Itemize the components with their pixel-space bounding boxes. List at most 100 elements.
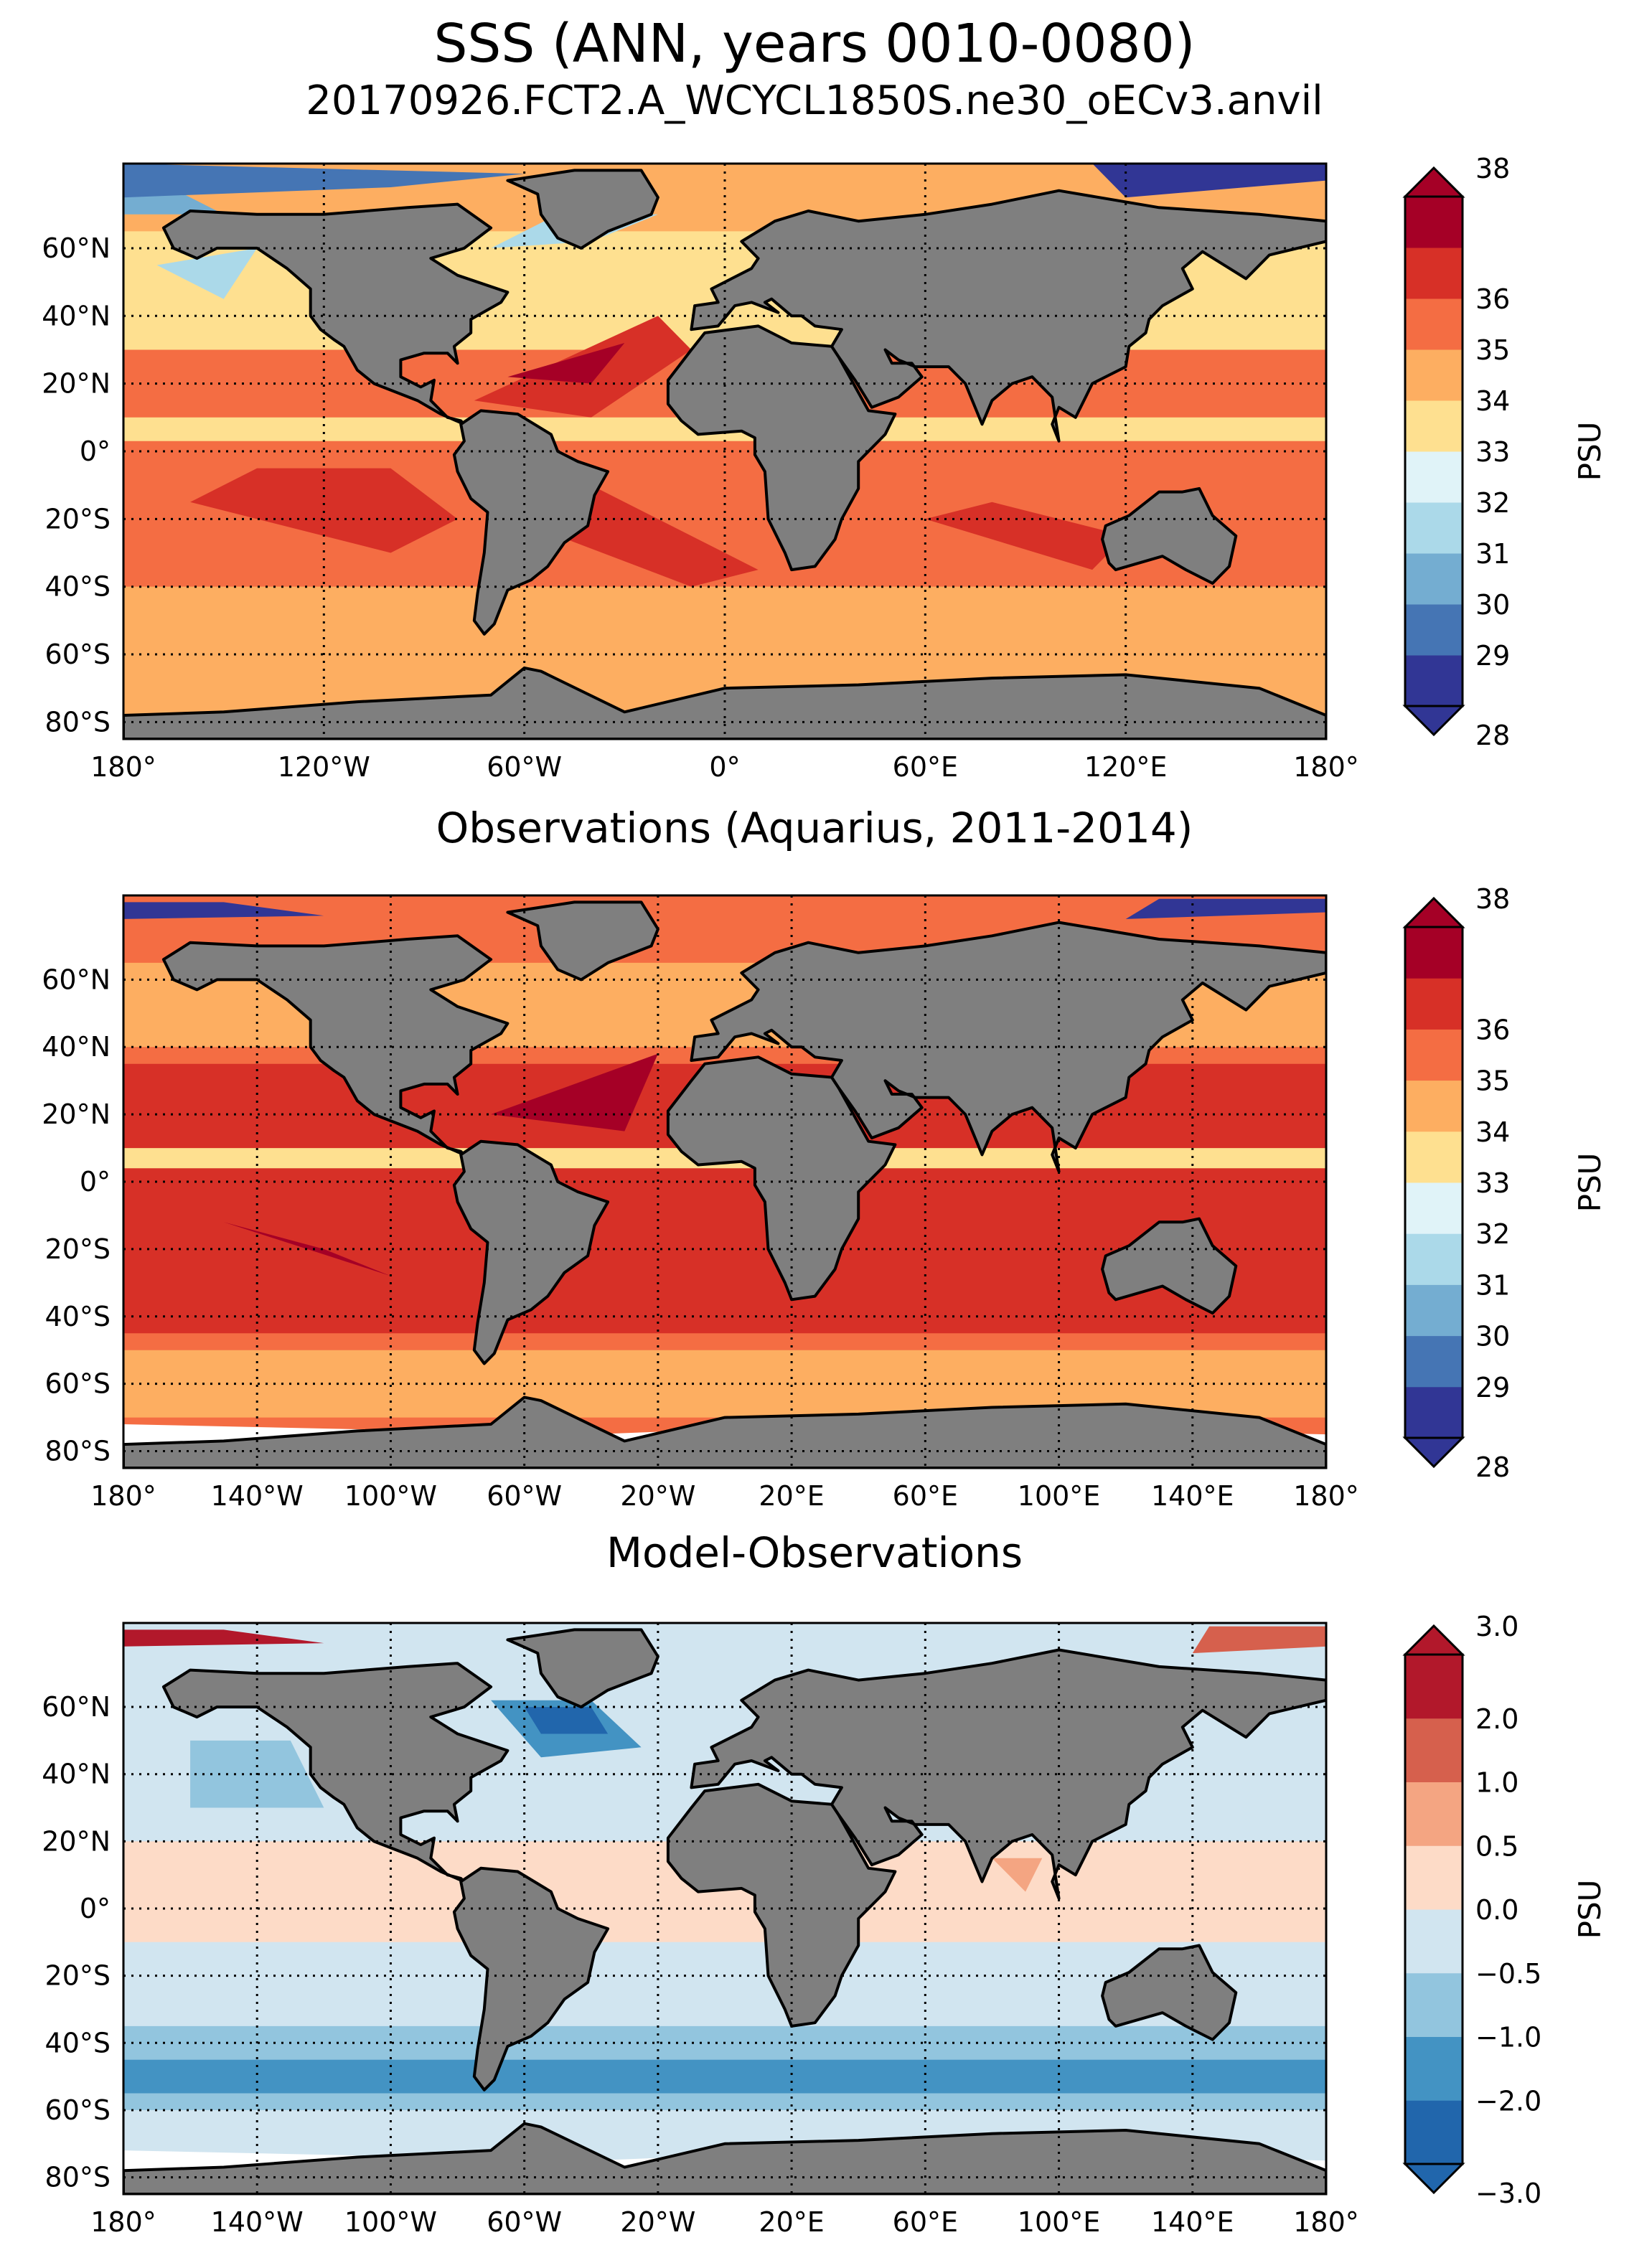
colorbar-tick-label: −1.0 bbox=[1475, 2022, 1541, 2053]
land-africa bbox=[666, 1782, 897, 2028]
y-tick-label: 20°S bbox=[45, 1233, 111, 1265]
x-tick-label: 20°W bbox=[620, 2206, 695, 2238]
land-africa bbox=[666, 324, 897, 572]
colorbar-segment bbox=[1405, 1782, 1463, 1846]
colorbar-tick-label: 0.0 bbox=[1475, 1894, 1518, 1926]
colorbar-segment bbox=[1405, 1131, 1463, 1183]
colorbar-extend-max bbox=[1402, 1624, 1465, 1656]
x-tick-label: 60°E bbox=[893, 1480, 958, 1512]
salinity-contour-band bbox=[156, 248, 258, 299]
salinity-contour-band bbox=[1125, 898, 1326, 919]
x-tick-label: 180° bbox=[90, 1480, 156, 1512]
land-australia bbox=[1101, 486, 1238, 585]
colorbar-segment bbox=[1405, 1233, 1463, 1285]
colorbar-segment bbox=[1405, 978, 1463, 1030]
colorbar-segment bbox=[1405, 1182, 1463, 1234]
x-tick-label: 60°E bbox=[893, 2206, 958, 2238]
y-tick-label: 60°N bbox=[42, 1691, 111, 1723]
y-tick-label: 40°S bbox=[45, 2027, 111, 2058]
colorbar-segment bbox=[1405, 2036, 1463, 2101]
colorbar-segment bbox=[1405, 1655, 1463, 1719]
map-panel-model bbox=[123, 164, 1326, 739]
map-frame bbox=[122, 162, 1328, 740]
colorbar-segment bbox=[1405, 553, 1463, 605]
x-tick-label: 60°W bbox=[487, 751, 562, 783]
colorbar-tick-label: 33 bbox=[1475, 436, 1510, 468]
x-tick-label: 20°W bbox=[620, 1480, 695, 1512]
y-tick-label: 40°N bbox=[42, 300, 111, 331]
x-tick-label: 180° bbox=[1293, 1480, 1359, 1512]
colorbar-segment bbox=[1405, 298, 1463, 350]
colorbar-tick-label: 35 bbox=[1475, 334, 1510, 366]
colorbar-extend-max bbox=[1402, 166, 1465, 198]
colorbar-tick-label: 32 bbox=[1475, 487, 1510, 519]
salinity-contour-band bbox=[123, 2059, 1326, 2094]
colorbar-tick-label: 29 bbox=[1475, 1372, 1510, 1403]
y-tick-label: 60°N bbox=[42, 232, 111, 264]
land-north-america bbox=[161, 934, 510, 1157]
colorbar-segment bbox=[1405, 1909, 1463, 1974]
colorbar-segment bbox=[1405, 1029, 1463, 1081]
map-frame bbox=[122, 894, 1328, 1469]
salinity-contour-band bbox=[491, 1053, 658, 1131]
colorbar-label: PSU bbox=[1572, 1880, 1607, 1939]
figure-title: SSS (ANN, years 0010-0080) bbox=[433, 13, 1196, 75]
y-tick-label: 0° bbox=[80, 436, 111, 467]
x-tick-label: 60°W bbox=[487, 1480, 562, 1512]
x-tick-label: 120°W bbox=[278, 751, 370, 783]
figure-subtitle: 20170926.FCT2.A_WCYCL1850S.ne30_oECv3.an… bbox=[306, 77, 1323, 124]
y-tick-label: 0° bbox=[80, 1166, 111, 1197]
salinity-contour-band bbox=[123, 902, 324, 919]
salinity-contour-band bbox=[223, 1222, 391, 1276]
y-tick-label: 20°N bbox=[42, 1098, 111, 1130]
y-tick-label: 60°S bbox=[45, 2094, 111, 2126]
colorbar-frame bbox=[1404, 1653, 1464, 2165]
x-tick-label: 100°E bbox=[1018, 2206, 1101, 2238]
y-tick-label: 40°S bbox=[45, 571, 111, 603]
colorbar-segment bbox=[1405, 1284, 1463, 1337]
y-tick-label: 80°S bbox=[45, 2162, 111, 2193]
colorbar-segment bbox=[1405, 197, 1463, 248]
y-tick-label: 20°S bbox=[45, 503, 111, 535]
land-africa bbox=[666, 1055, 897, 1302]
colorbar-extend-min bbox=[1402, 705, 1465, 737]
y-tick-label: 40°N bbox=[42, 1759, 111, 1790]
x-tick-label: 60°W bbox=[487, 2206, 562, 2238]
x-tick-label: 0° bbox=[709, 751, 740, 783]
x-tick-label: 60°E bbox=[893, 751, 958, 783]
salinity-contour-band bbox=[524, 1707, 609, 1734]
colorbar-tick-label: 2.0 bbox=[1475, 1703, 1518, 1735]
colorbar-frame bbox=[1404, 195, 1464, 707]
land-greenland bbox=[506, 900, 659, 982]
y-tick-label: 0° bbox=[80, 1893, 111, 1924]
colorbar-tick-label: −3.0 bbox=[1475, 2178, 1541, 2209]
y-tick-label: 20°S bbox=[45, 1960, 111, 1992]
colorbar-label: PSU bbox=[1572, 422, 1607, 481]
salinity-contour-band bbox=[1092, 164, 1326, 198]
colorbar-tick-label: 28 bbox=[1475, 720, 1510, 751]
salinity-contour-band bbox=[123, 1629, 324, 1647]
colorbar-segment bbox=[1405, 2100, 1463, 2165]
y-tick-label: 60°S bbox=[45, 1368, 111, 1400]
y-tick-label: 20°N bbox=[42, 368, 111, 400]
map-panel-difference bbox=[123, 1623, 1326, 2194]
colorbar-tick-label: 30 bbox=[1475, 1321, 1510, 1352]
salinity-contour-band bbox=[1192, 1626, 1326, 1654]
map-frame bbox=[122, 1622, 1328, 2196]
land-north-america bbox=[161, 202, 510, 426]
salinity-contour-band bbox=[992, 1858, 1043, 1892]
colorbar-tick-label: 33 bbox=[1475, 1167, 1510, 1199]
colorbar-tick-label: 28 bbox=[1475, 1451, 1510, 1483]
x-tick-label: 180° bbox=[1293, 751, 1359, 783]
x-tick-label: 100°E bbox=[1018, 1480, 1101, 1512]
x-tick-label: 140°W bbox=[211, 1480, 304, 1512]
colorbar-tick-label: −2.0 bbox=[1475, 2085, 1541, 2117]
salinity-contour-band bbox=[925, 502, 1126, 570]
colorbar-segment bbox=[1405, 1972, 1463, 2037]
colorbar-segment bbox=[1405, 1845, 1463, 1910]
colorbar-tick-label: 38 bbox=[1475, 883, 1510, 915]
colorbar-tick-label: 36 bbox=[1475, 283, 1510, 315]
x-tick-label: 180° bbox=[90, 2206, 156, 2238]
colorbar-segment bbox=[1405, 451, 1463, 503]
land-australia bbox=[1101, 1944, 1238, 2041]
